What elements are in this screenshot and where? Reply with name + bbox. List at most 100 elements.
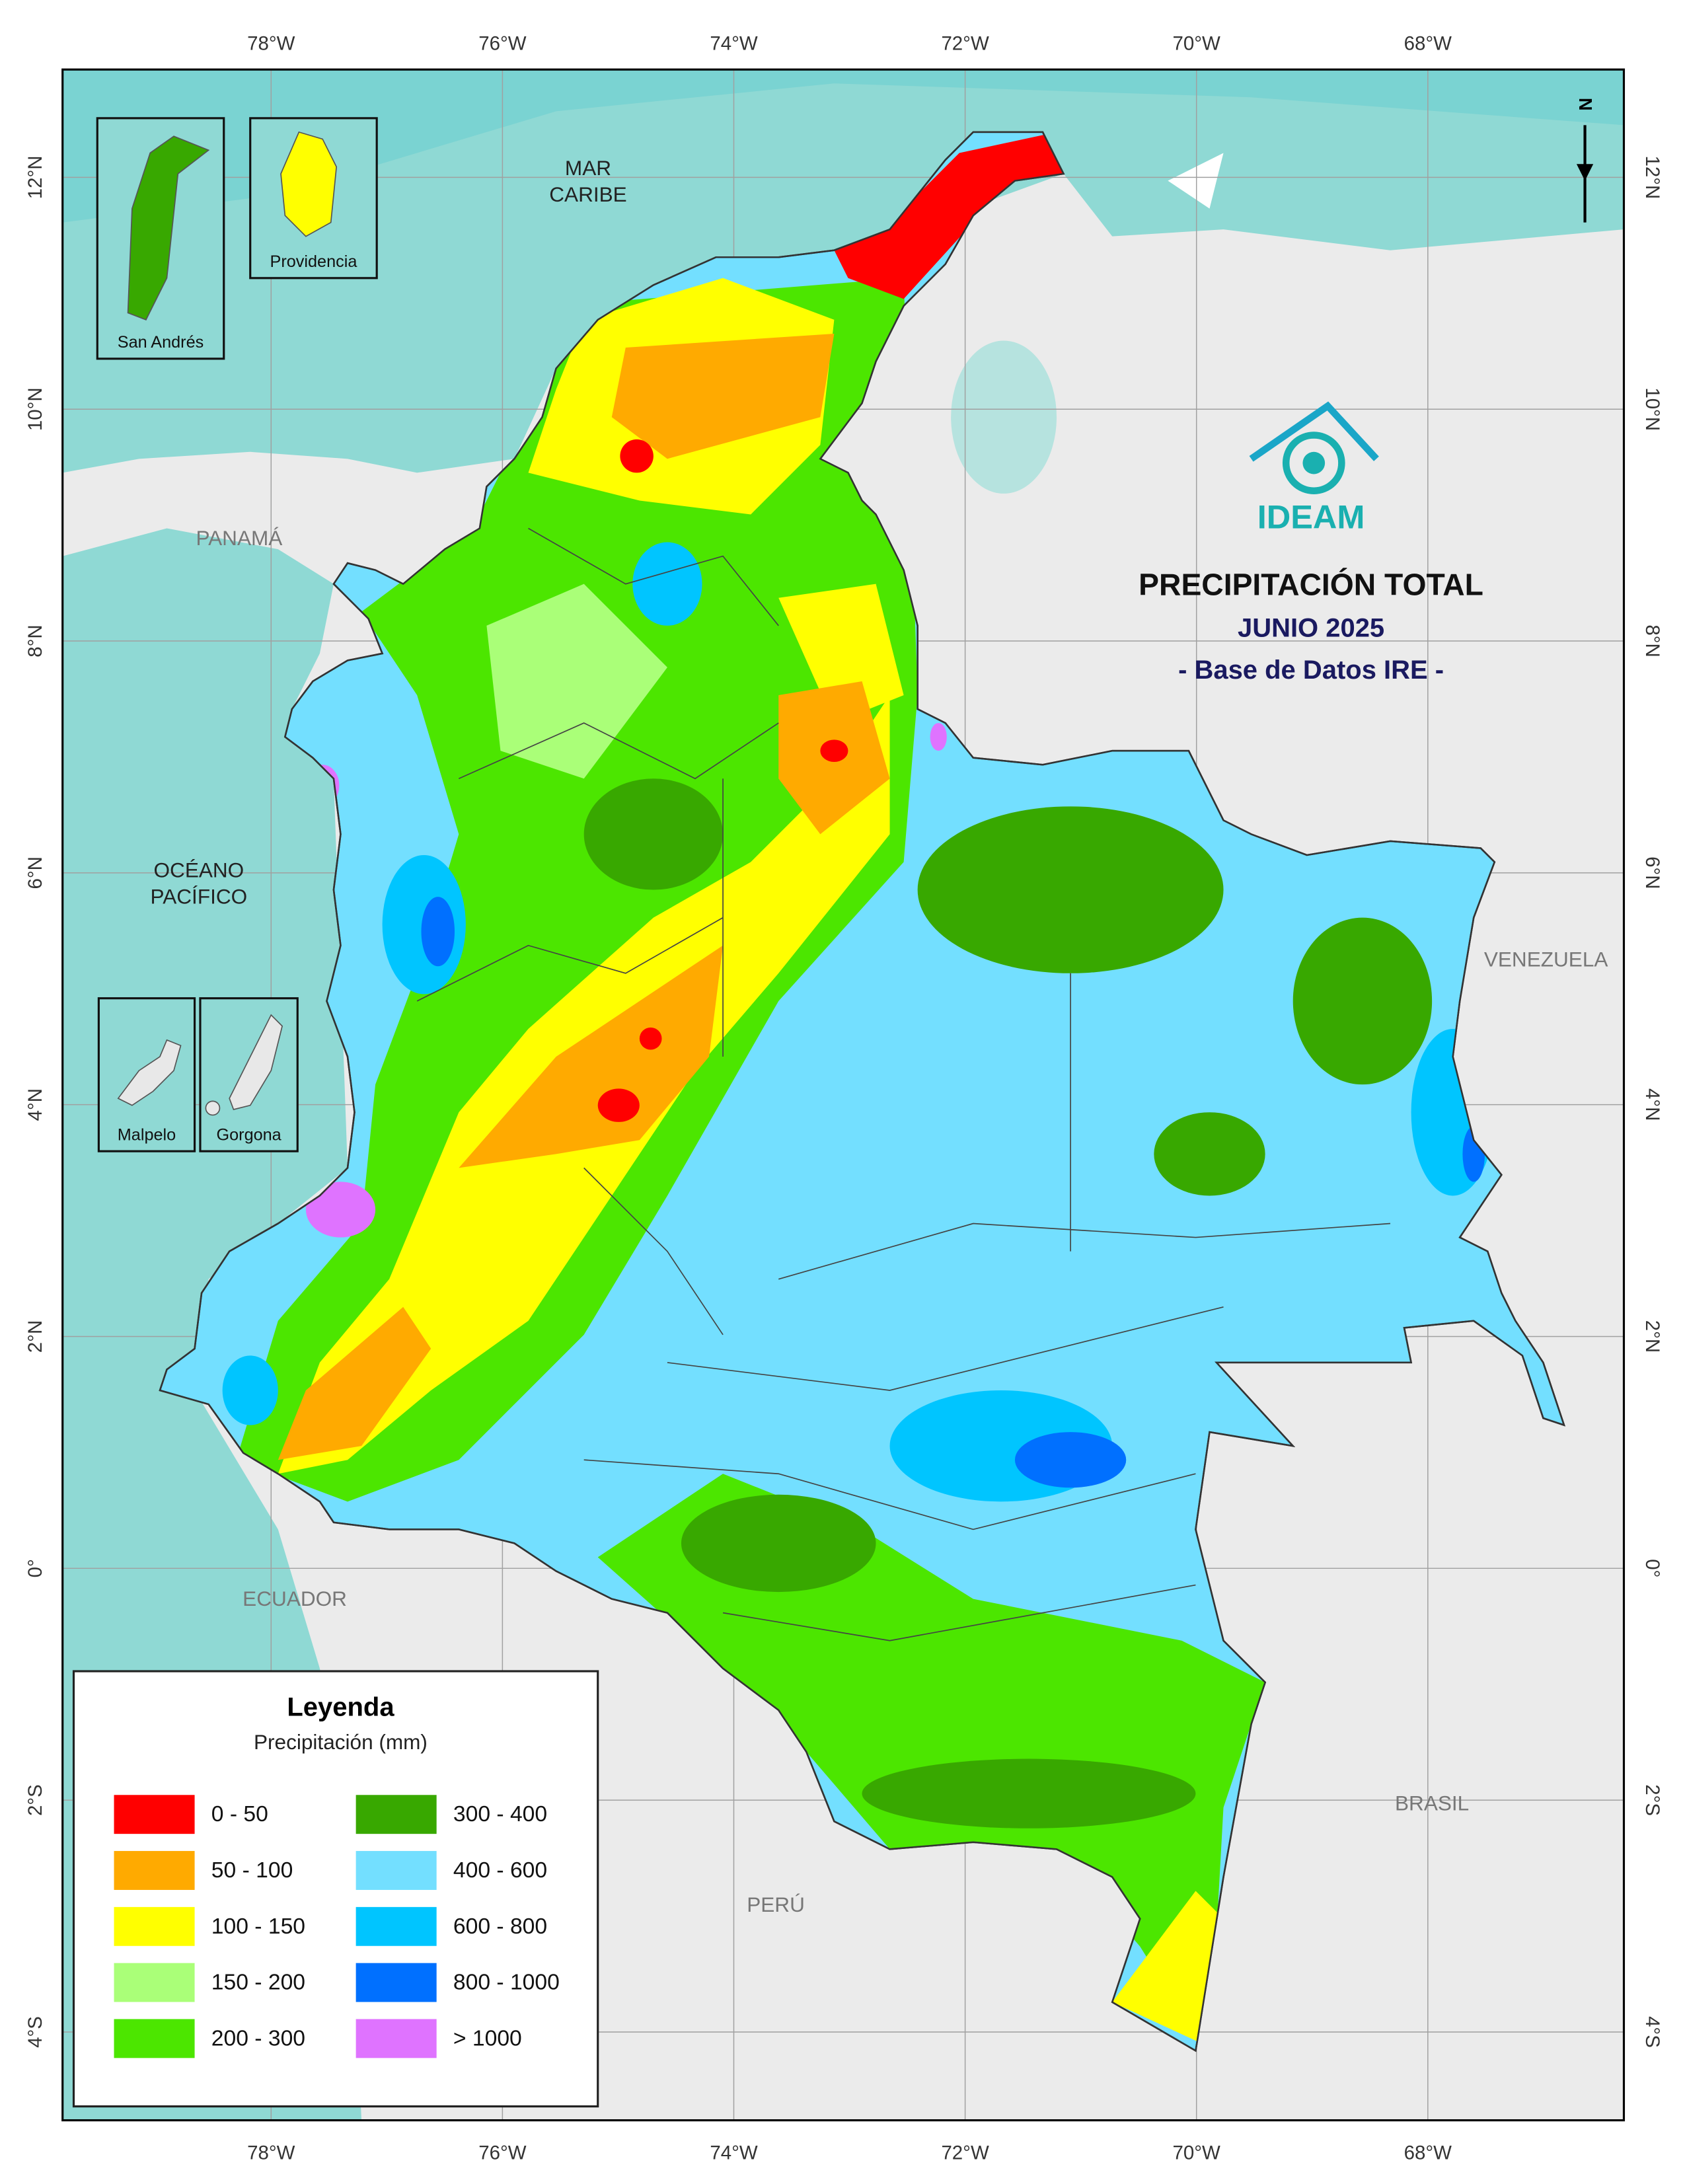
inset-island bbox=[205, 1100, 221, 1116]
precip-zone bbox=[305, 1182, 376, 1238]
insets: San Andrés Providencia Malpelo Gorgona bbox=[96, 117, 378, 1152]
precip-zone bbox=[681, 1494, 876, 1593]
precip-zone bbox=[930, 723, 947, 751]
place-label: OCÉANO bbox=[154, 858, 244, 882]
lat-tick-label: 4°N bbox=[24, 1088, 46, 1121]
lon-tick-label: 76°W bbox=[478, 33, 527, 55]
lon-tick-label: 74°W bbox=[710, 2142, 758, 2164]
precip-zone bbox=[486, 584, 667, 779]
precip-zone bbox=[583, 778, 724, 890]
inset-label: San Andrés bbox=[118, 333, 204, 352]
legend-label: 150 - 200 bbox=[211, 1971, 305, 1995]
legend-label: > 1000 bbox=[453, 2026, 522, 2051]
legend-label: 100 - 150 bbox=[211, 1914, 305, 1939]
place-label: MAR bbox=[565, 156, 611, 180]
lon-tick-label: 70°W bbox=[1173, 2142, 1221, 2164]
inset-label: Gorgona bbox=[217, 1125, 282, 1144]
north-label: N bbox=[1575, 98, 1596, 111]
lat-tick-label: 0° bbox=[1641, 1559, 1663, 1577]
legend-swatch bbox=[356, 1795, 437, 1834]
legend-label: 600 - 800 bbox=[453, 1914, 547, 1939]
lat-tick-label: 4°S bbox=[24, 2016, 46, 2048]
precip-zone bbox=[778, 584, 904, 724]
precip-zone bbox=[639, 1027, 662, 1050]
logo-swirl bbox=[1282, 432, 1345, 494]
place-label: BRASIL bbox=[1395, 1791, 1469, 1815]
precip-zone bbox=[620, 439, 654, 473]
place-label: PERÚ bbox=[747, 1893, 805, 1916]
precip-zone bbox=[862, 1758, 1196, 1828]
logo bbox=[1249, 401, 1379, 494]
lat-tick-label: 12°N bbox=[1641, 155, 1663, 199]
inset-island bbox=[280, 131, 338, 237]
legend: Leyenda Precipitación (mm) 0 - 50 50 - 100 1… bbox=[72, 1670, 599, 2108]
lat-tick-label: 12°N bbox=[24, 155, 46, 199]
legend-swatch bbox=[356, 1851, 437, 1890]
precip-zone bbox=[278, 1306, 431, 1460]
legend-swatch bbox=[114, 1963, 195, 2002]
legend-label: 400 - 600 bbox=[453, 1858, 547, 1883]
lat-tick-label: 4°S bbox=[1641, 2016, 1663, 2048]
lon-tick-label: 68°W bbox=[1404, 2142, 1452, 2164]
legend-swatch bbox=[114, 2019, 195, 2058]
legend-label: 300 - 400 bbox=[453, 1802, 547, 1826]
precip-zone bbox=[597, 1088, 640, 1122]
inset-label: Malpelo bbox=[118, 1125, 176, 1144]
legend-label: 200 - 300 bbox=[211, 2026, 305, 2051]
inset-label: Providencia bbox=[270, 252, 358, 271]
legend-swatch bbox=[356, 1963, 437, 2002]
precip-zone bbox=[1292, 917, 1433, 1085]
lat-tick-label: 2°S bbox=[1641, 1784, 1663, 1816]
legend-label: 800 - 1000 bbox=[453, 1971, 560, 1995]
place-label: ECUADOR bbox=[243, 1587, 347, 1610]
lon-tick-label: 76°W bbox=[478, 2142, 527, 2164]
source: - Base de Datos IRE - bbox=[1178, 656, 1444, 685]
lat-tick-label: 4°N bbox=[1641, 1088, 1663, 1121]
precip-zone bbox=[222, 1355, 278, 1425]
legend-swatch bbox=[356, 1906, 437, 1946]
compass-arrow bbox=[1576, 164, 1594, 181]
inset-island bbox=[127, 135, 210, 320]
precip-zone bbox=[1112, 1891, 1224, 2044]
logo-roof bbox=[1249, 401, 1379, 462]
map-frame bbox=[61, 68, 1626, 2122]
legend-subtitle: Precipitación (mm) bbox=[254, 1730, 428, 1754]
subtitle: JUNIO 2025 bbox=[1238, 614, 1384, 643]
department-borders bbox=[416, 527, 1391, 1641]
legend-label: 50 - 100 bbox=[211, 1858, 293, 1883]
map-frame-content bbox=[62, 69, 1624, 2121]
precipitation-zones bbox=[222, 132, 1495, 2051]
lat-tick-label: 10°N bbox=[24, 387, 46, 431]
lon-tick-label: 74°W bbox=[710, 33, 758, 55]
precip-zone bbox=[459, 945, 724, 1168]
lat-tick-label: 8°N bbox=[24, 624, 46, 657]
precip-zone bbox=[236, 278, 918, 1502]
logo-text: IDEAM bbox=[1257, 498, 1365, 536]
logo-eye bbox=[1302, 451, 1326, 474]
legend-swatch bbox=[114, 1851, 195, 1890]
lon-tick-label: 68°W bbox=[1404, 33, 1452, 55]
lat-tick-label: 6°N bbox=[1641, 856, 1663, 889]
title: PRECIPITACIÓN TOTAL bbox=[1139, 568, 1483, 602]
legend-swatch bbox=[114, 1795, 195, 1834]
lat-tick-label: 8°N bbox=[1641, 624, 1663, 657]
place-label: PACÍFICO bbox=[151, 885, 248, 909]
precip-zone bbox=[1154, 1112, 1265, 1196]
island bbox=[1168, 153, 1224, 209]
colombia-border bbox=[159, 131, 1565, 2052]
lat-tick-label: 2°N bbox=[24, 1320, 46, 1353]
precip-zone bbox=[632, 542, 702, 626]
legend-swatch bbox=[114, 1906, 195, 1946]
deep-sea bbox=[62, 69, 1624, 223]
place-label: PANAMÁ bbox=[196, 526, 282, 550]
lat-tick-label: 2°S bbox=[24, 1784, 46, 1816]
legend-swatch bbox=[356, 2019, 437, 2058]
lon-tick-label: 72°W bbox=[941, 33, 989, 55]
lat-tick-label: 2°N bbox=[1641, 1320, 1663, 1353]
lat-tick-label: 10°N bbox=[1641, 387, 1663, 431]
legend-label: 0 - 50 bbox=[211, 1802, 268, 1826]
lon-tick-label: 78°W bbox=[247, 2142, 295, 2164]
lon-tick-label: 78°W bbox=[247, 33, 295, 55]
